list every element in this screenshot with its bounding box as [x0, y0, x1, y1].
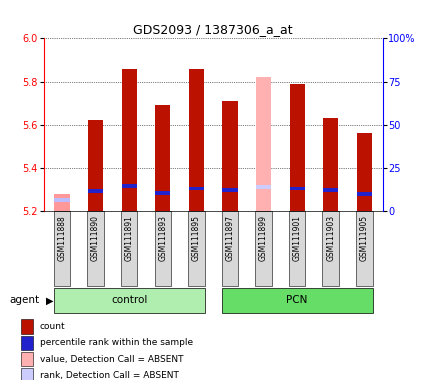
Bar — [88, 121, 103, 211]
Bar — [154, 211, 171, 286]
Bar — [21, 352, 33, 366]
Bar — [155, 105, 170, 211]
Bar — [188, 187, 204, 190]
Bar — [54, 194, 69, 211]
Bar — [322, 211, 338, 286]
Text: count: count — [40, 322, 65, 331]
Bar — [221, 288, 372, 313]
Bar — [355, 211, 372, 286]
Text: percentile rank within the sample: percentile rank within the sample — [40, 338, 193, 348]
Title: GDS2093 / 1387306_a_at: GDS2093 / 1387306_a_at — [133, 23, 292, 36]
Text: GSM111893: GSM111893 — [158, 215, 167, 261]
Bar — [87, 211, 104, 286]
Bar — [188, 69, 204, 211]
Text: ▶: ▶ — [46, 295, 53, 306]
Bar — [255, 211, 271, 286]
Bar — [222, 101, 237, 211]
Bar — [289, 84, 304, 211]
Bar — [288, 211, 305, 286]
Bar — [54, 199, 69, 202]
Text: control: control — [111, 295, 147, 306]
Text: value, Detection Call = ABSENT: value, Detection Call = ABSENT — [40, 355, 183, 364]
Bar — [122, 69, 136, 211]
Bar — [255, 77, 270, 211]
Bar — [122, 184, 136, 188]
Text: GSM111901: GSM111901 — [292, 215, 301, 261]
Text: GSM111903: GSM111903 — [326, 215, 335, 261]
Text: GSM111899: GSM111899 — [258, 215, 267, 261]
Bar — [155, 191, 170, 195]
Text: PCN: PCN — [286, 295, 307, 306]
Text: GSM111897: GSM111897 — [225, 215, 234, 261]
Bar — [21, 319, 33, 334]
Bar — [54, 211, 70, 286]
Text: GSM111905: GSM111905 — [359, 215, 368, 261]
Bar — [221, 211, 238, 286]
Text: agent: agent — [9, 295, 39, 306]
Bar — [222, 188, 237, 192]
Bar — [187, 211, 204, 286]
Bar — [121, 211, 137, 286]
Bar — [21, 368, 33, 383]
Bar — [356, 192, 371, 196]
Bar — [322, 118, 338, 211]
Text: GSM111895: GSM111895 — [191, 215, 201, 261]
Text: GSM111891: GSM111891 — [125, 215, 133, 261]
Text: GSM111890: GSM111890 — [91, 215, 100, 261]
Bar — [54, 288, 204, 313]
Bar — [255, 185, 270, 189]
Text: rank, Detection Call = ABSENT: rank, Detection Call = ABSENT — [40, 371, 178, 380]
Bar — [21, 336, 33, 350]
Bar — [88, 189, 103, 193]
Bar — [289, 187, 304, 190]
Text: GSM111888: GSM111888 — [57, 215, 66, 261]
Bar — [356, 134, 371, 211]
Bar — [322, 188, 338, 192]
